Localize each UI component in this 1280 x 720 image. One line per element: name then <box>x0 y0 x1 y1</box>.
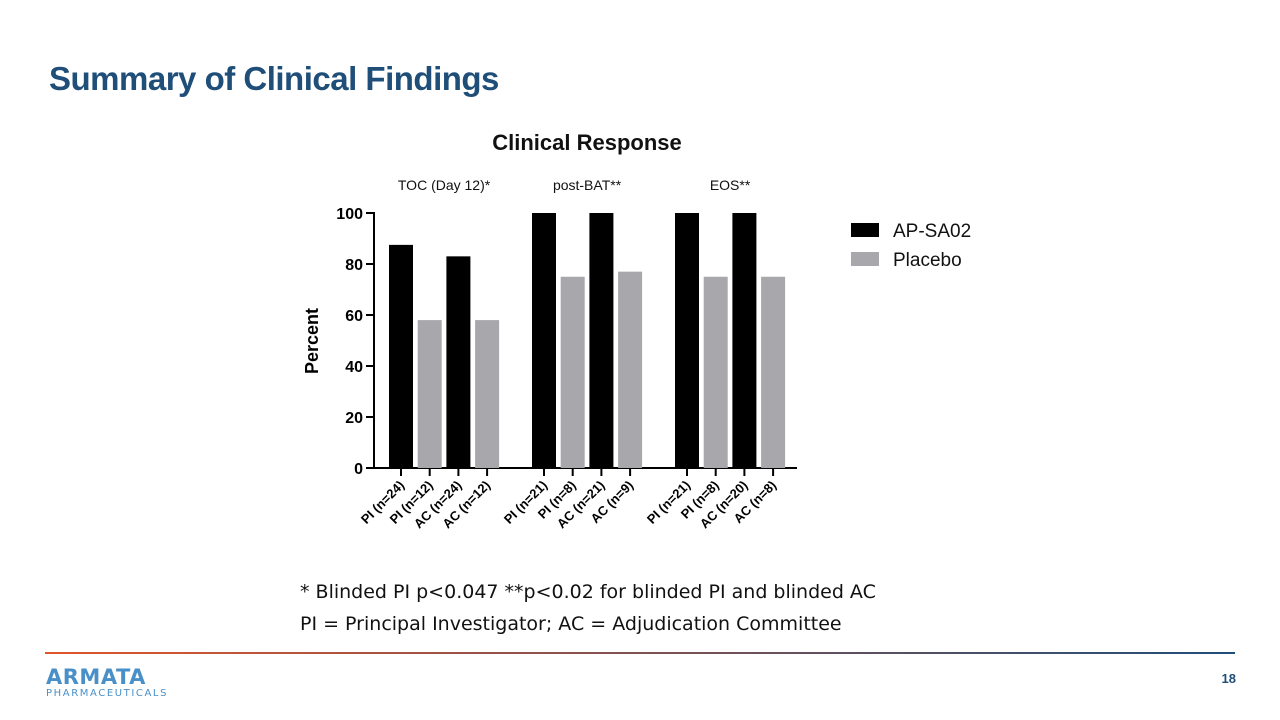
page-number: 18 <box>1221 671 1236 686</box>
bar-placebo <box>618 271 643 468</box>
legend-swatch-placebo <box>851 252 879 266</box>
bar-placebo <box>703 276 728 468</box>
bar-placebo <box>761 276 786 468</box>
legend-label: Placebo <box>893 250 962 271</box>
logo-subtitle: PHARMACEUTICALS <box>46 688 169 699</box>
armata-logo: ARMATA PHARMACEUTICALS <box>46 666 168 700</box>
y-tick-label: 100 <box>336 206 363 223</box>
bar-placebo <box>475 320 500 468</box>
y-tick-label: 40 <box>345 359 363 376</box>
group-label: post-BAT** <box>553 177 622 193</box>
chart-title: Clinical Response <box>492 130 682 155</box>
slide-title: Summary of Clinical Findings <box>49 60 499 97</box>
bar-ap-sa02 <box>446 256 471 468</box>
y-tick-label: 60 <box>345 308 363 325</box>
legend-swatch-ap-sa02 <box>851 223 879 237</box>
group-label: TOC (Day 12)* <box>398 177 491 193</box>
bar-ap-sa02 <box>675 213 699 468</box>
footnote-abbreviations: PI = Principal Investigator; AC = Adjudi… <box>300 613 842 635</box>
y-tick-label: 20 <box>345 410 363 427</box>
group-label: EOS** <box>710 177 751 193</box>
bar-placebo <box>560 276 585 468</box>
footer-divider <box>45 652 1235 654</box>
bar-ap-sa02 <box>589 213 614 468</box>
y-axis-label: Percent <box>302 308 322 374</box>
footnote-significance: * Blinded PI p<0.047 **p<0.02 for blinde… <box>300 581 876 603</box>
clinical-response-chart: Clinical Response 0 20 40 60 80 100 Percent TOC … <box>302 130 971 531</box>
legend-label: AP-SA02 <box>893 221 971 242</box>
y-tick-label: 80 <box>345 257 363 274</box>
bar-ap-sa02 <box>532 213 556 468</box>
logo-name: ARMATA <box>46 665 146 689</box>
y-tick-label: 0 <box>354 461 363 478</box>
bar-placebo <box>417 320 442 468</box>
bar-ap-sa02 <box>732 213 757 468</box>
bar-ap-sa02 <box>389 244 413 468</box>
